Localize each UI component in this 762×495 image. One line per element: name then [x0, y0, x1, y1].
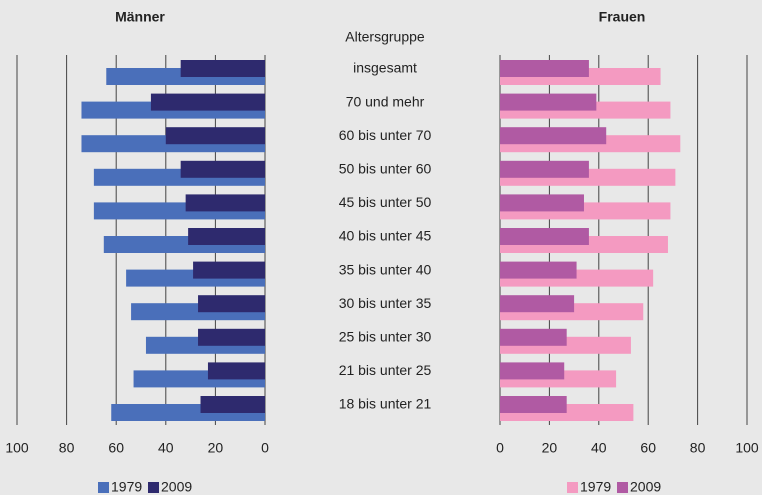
category-label: 60 bis unter 70	[339, 127, 432, 143]
legend-label: 1979	[111, 479, 142, 495]
chart-title: Männer	[115, 9, 165, 25]
bar	[500, 328, 567, 346]
category-label: 30 bis unter 35	[339, 295, 432, 311]
x-tick-label: 100	[735, 440, 759, 456]
chart-title: Frauen	[599, 9, 646, 25]
bar	[150, 93, 265, 111]
bar	[180, 160, 265, 178]
category-label: 25 bis unter 30	[339, 329, 432, 345]
bar	[500, 194, 584, 212]
bar	[188, 228, 265, 245]
legend-swatch	[567, 482, 578, 493]
legend-swatch	[98, 482, 109, 493]
bar	[500, 160, 589, 178]
bar	[193, 261, 265, 279]
bar	[500, 261, 577, 279]
x-tick-label: 40	[158, 440, 174, 456]
legend-swatch	[148, 482, 159, 493]
category-label: 18 bis unter 21	[339, 396, 432, 412]
x-tick-label: 20	[208, 440, 224, 456]
bar	[500, 396, 567, 413]
category-axis-label: Altersgruppe	[345, 29, 425, 45]
x-tick-label: 20	[542, 440, 558, 456]
bar	[180, 60, 265, 77]
x-tick-label: 0	[496, 440, 504, 456]
x-tick-label: 60	[640, 440, 656, 456]
x-tick-label: 60	[108, 440, 124, 456]
x-tick-label: 100	[5, 440, 29, 456]
category-label: 50 bis unter 60	[339, 161, 432, 177]
bar	[500, 228, 589, 245]
bar	[500, 295, 575, 313]
legend-label: 1979	[580, 479, 611, 495]
bar	[500, 127, 607, 145]
bar	[198, 295, 265, 313]
bar	[500, 60, 589, 77]
x-tick-label: 0	[261, 440, 269, 456]
bar	[198, 328, 265, 346]
legend-label: 2009	[630, 479, 661, 495]
bar	[185, 194, 265, 212]
bar	[207, 362, 265, 380]
category-label: 21 bis unter 25	[339, 362, 432, 378]
bar	[500, 93, 597, 111]
x-tick-label: 80	[59, 440, 75, 456]
x-tick-label: 40	[591, 440, 607, 456]
bar	[165, 127, 265, 145]
bar	[200, 396, 265, 413]
category-label: 70 und mehr	[346, 93, 425, 109]
bar	[500, 362, 565, 380]
category-label: 45 bis unter 50	[339, 194, 432, 210]
category-label: 40 bis unter 45	[339, 228, 432, 244]
category-label: insgesamt	[353, 60, 417, 76]
legend-label: 2009	[161, 479, 192, 495]
legend-swatch	[617, 482, 628, 493]
category-label: 35 bis unter 40	[339, 261, 432, 277]
x-tick-label: 80	[690, 440, 706, 456]
